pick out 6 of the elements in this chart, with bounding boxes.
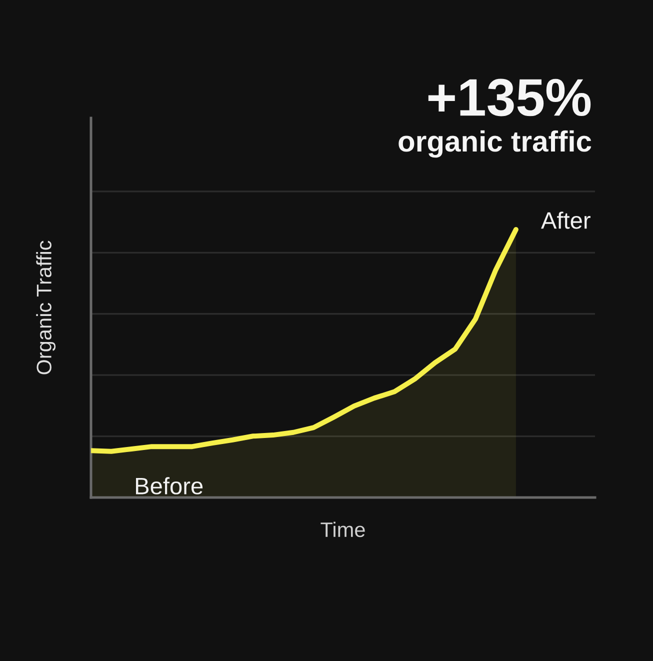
- y-axis-title: Organic Traffic: [36, 240, 56, 374]
- text: After: [541, 212, 590, 229]
- x-axis-title: Time: [320, 522, 365, 538]
- annotation: Before: [136, 477, 203, 494]
- chart-title: +135%: [428, 78, 591, 116]
- chart-subtitle: organic traffic: [398, 130, 592, 158]
